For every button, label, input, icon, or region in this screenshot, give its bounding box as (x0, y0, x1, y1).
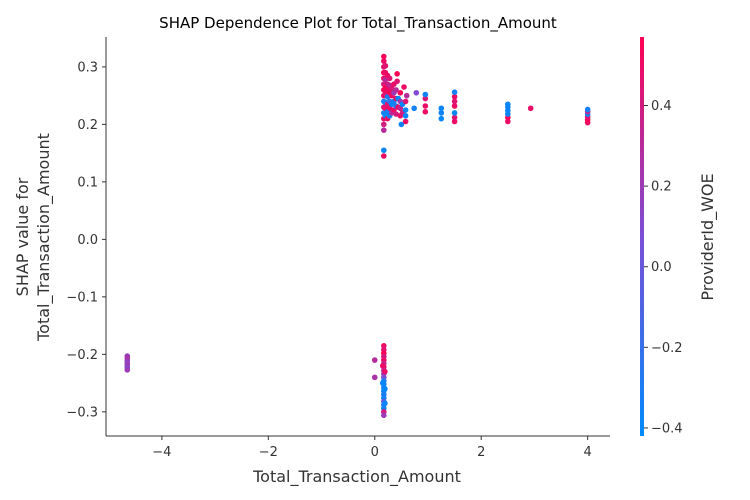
scatter-point (393, 111, 399, 117)
scatter-point (422, 108, 429, 115)
points-layer (124, 53, 591, 419)
scatter-point (451, 98, 458, 105)
scatter-point (394, 78, 400, 85)
x-ticks: −4 −2 0 2 4 (152, 436, 592, 460)
scatter-point (451, 118, 458, 125)
scatter-point (397, 89, 404, 96)
scatter-point (451, 110, 458, 116)
scatter-point (381, 121, 387, 128)
y-tick-label: −0.1 (66, 290, 98, 305)
scatter-point (381, 147, 387, 154)
scatter-point (386, 75, 393, 82)
scatter-point (402, 107, 409, 113)
scatter-point (402, 98, 409, 105)
y-tick-label: −0.3 (66, 405, 98, 420)
scatter-point (124, 367, 131, 373)
scatter-point (401, 84, 407, 90)
scatter-point (402, 112, 409, 119)
colorbar-tick-label: 0.0 (651, 260, 672, 275)
scatter-point (379, 380, 386, 386)
x-tick-label: −4 (152, 445, 171, 460)
scatter-point (505, 101, 511, 108)
colorbar (640, 37, 644, 436)
scatter-point (403, 92, 410, 99)
scatter-point (527, 105, 534, 112)
chart-title: SHAP Dependence Plot for Total_Transacti… (159, 14, 557, 33)
scatter-point (381, 412, 387, 419)
y-tick-label: 0.3 (77, 60, 98, 75)
scatter-point (451, 93, 458, 100)
y-axis-label-line-2: Total_Transaction_Amount (34, 133, 54, 342)
scatter-point (438, 115, 445, 122)
scatter-point (371, 374, 378, 381)
y-axis-label-line-1: SHAP value for (13, 177, 32, 296)
scatter-point (381, 58, 387, 64)
colorbar-tick-label: −0.4 (651, 421, 683, 436)
scatter-point (411, 105, 417, 112)
y-ticks: −0.3 −0.2 −0.1 0.0 0.1 0.2 0.3 (66, 60, 106, 420)
colorbar-ticks: −0.4 −0.2 0.0 0.2 0.4 (644, 99, 683, 436)
scatter-point (382, 400, 388, 407)
colorbar-tick-label: 0.2 (651, 180, 672, 195)
scatter-point (382, 368, 388, 375)
y-tick-label: 0.1 (77, 175, 98, 190)
scatter-point (381, 153, 387, 159)
scatter-point (584, 106, 591, 113)
x-axis-label: Total_Transaction_Amount (252, 467, 461, 487)
scatter-point (382, 386, 388, 392)
colorbar-label: ProviderId_WOE (698, 173, 718, 300)
scatter-point (438, 110, 445, 116)
y-tick-label: 0.0 (77, 233, 98, 248)
scatter-point (398, 121, 405, 128)
scatter-point (382, 62, 389, 69)
y-tick-label: 0.2 (77, 118, 98, 133)
scatter-point (438, 105, 445, 112)
scatter-point (422, 91, 429, 98)
scatter-point (413, 89, 420, 96)
colorbar-tick-label: −0.2 (651, 341, 683, 356)
colorbar-tick-label: 0.4 (651, 99, 672, 114)
y-tick-label: −0.2 (66, 348, 98, 363)
x-tick-label: −2 (259, 445, 278, 460)
x-tick-label: 4 (584, 445, 592, 460)
scatter-point (393, 87, 399, 93)
scatter-point (371, 357, 378, 363)
scatter-point (381, 127, 387, 133)
scatter-point (451, 89, 458, 95)
scatter-point (381, 53, 387, 60)
scatter-point (402, 118, 409, 125)
scatter-point (422, 95, 429, 102)
scatter-point (451, 103, 458, 109)
scatter-point (505, 118, 511, 125)
scatter-point (422, 103, 429, 109)
x-tick-label: 0 (371, 445, 379, 460)
x-tick-label: 2 (477, 445, 485, 460)
scatter-point (451, 114, 458, 121)
scatter-point (379, 363, 386, 369)
scatter-point (394, 71, 400, 77)
scatter-point (381, 342, 387, 349)
